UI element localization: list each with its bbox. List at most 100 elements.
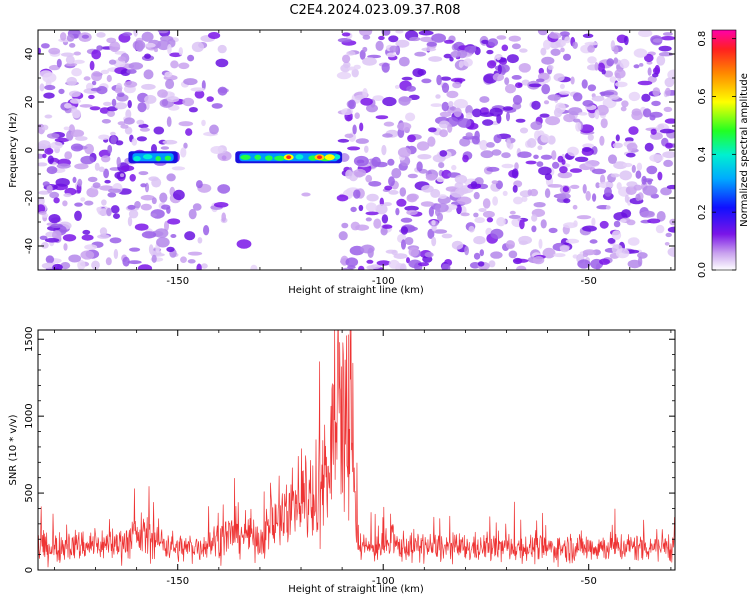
heatmap-cell bbox=[183, 78, 198, 86]
heatmap-cell bbox=[122, 256, 130, 267]
heatmap-cell bbox=[170, 60, 179, 69]
heatmap-cell bbox=[371, 156, 381, 167]
heatmap-cell bbox=[430, 188, 441, 198]
heatmap-cell bbox=[38, 162, 48, 167]
heatmap-cell bbox=[572, 204, 578, 210]
heatmap-cell bbox=[436, 176, 445, 183]
heatmap-cell bbox=[486, 142, 495, 148]
heatmap-cell bbox=[396, 198, 407, 207]
heatmap-cell bbox=[619, 170, 632, 181]
heatmap-cell bbox=[473, 252, 481, 260]
heatmap-cell bbox=[375, 115, 389, 120]
heatmap-cell bbox=[662, 32, 673, 36]
heatmap-cell bbox=[104, 179, 111, 184]
heatmap-cell bbox=[464, 245, 469, 256]
signal-band-cell bbox=[254, 154, 262, 160]
signal-band-cell bbox=[264, 155, 273, 161]
heatmap-cell bbox=[473, 191, 480, 200]
heatmap-cell bbox=[504, 77, 510, 85]
heatmap-cell bbox=[464, 45, 477, 53]
heatmap-cell bbox=[488, 260, 496, 268]
heatmap-cell bbox=[529, 188, 539, 197]
heatmap-cell bbox=[362, 46, 368, 53]
heatmap-cell bbox=[166, 246, 175, 252]
heatmap-cell bbox=[548, 227, 558, 234]
heatmap-cell bbox=[358, 265, 365, 270]
heatmap-cell bbox=[113, 213, 120, 220]
heatmap-cell bbox=[136, 119, 145, 125]
heatmap-cell bbox=[70, 143, 84, 152]
heatmap-cell bbox=[572, 41, 578, 49]
snr-x-axis-label: Height of straight line (km) bbox=[288, 584, 424, 595]
heatmap-cell bbox=[64, 151, 73, 160]
heatmap-cell bbox=[107, 144, 113, 154]
heatmap-cell bbox=[404, 205, 419, 211]
signal-band-cell bbox=[334, 154, 341, 160]
colorbar: 0.0 0.2 0.4 0.6 0.8 Normalized spectral ampl… bbox=[697, 29, 750, 278]
heatmap-cell bbox=[511, 43, 521, 50]
heatmap-cell bbox=[642, 108, 652, 118]
heatmap-cell bbox=[338, 231, 348, 241]
heatmap-cell bbox=[472, 108, 482, 118]
heatmap-cell bbox=[638, 30, 653, 38]
heatmap-cell bbox=[532, 256, 545, 265]
heatmap-cell bbox=[656, 211, 666, 222]
heatmap-cell bbox=[536, 161, 544, 167]
heatmap-cell bbox=[42, 181, 50, 187]
heatmap-cell bbox=[636, 162, 643, 171]
heatmap-cell bbox=[91, 260, 100, 270]
signal-band-cell bbox=[240, 154, 251, 160]
heatmap-cell bbox=[180, 147, 187, 158]
heatmap-cell bbox=[84, 200, 94, 206]
heatmap-cell bbox=[658, 52, 674, 57]
heatmap-cell bbox=[355, 138, 369, 144]
heatmap-cell bbox=[573, 220, 578, 227]
heatmap-cell bbox=[105, 257, 112, 266]
heatmap-cell bbox=[127, 100, 132, 109]
heatmap-cell bbox=[440, 76, 452, 81]
heatmap-cell bbox=[441, 82, 450, 94]
heatmap-cell bbox=[654, 64, 661, 75]
heatmap-cell bbox=[375, 40, 384, 52]
heatmap-cell bbox=[409, 36, 421, 42]
heatmap-cell bbox=[381, 144, 387, 156]
heatmap-cell bbox=[646, 165, 658, 175]
heatmap-cell bbox=[159, 192, 168, 203]
heatmap-cell bbox=[421, 78, 432, 84]
heatmap-cell bbox=[533, 154, 539, 159]
heatmap-cell bbox=[49, 191, 60, 199]
heatmap-cell bbox=[38, 204, 46, 214]
heatmap-cell bbox=[46, 166, 58, 175]
colorbar-tick-label: 0.0 bbox=[697, 262, 708, 278]
heatmap-cell bbox=[79, 104, 93, 108]
heatmap-cell bbox=[63, 243, 68, 251]
heatmap-cell bbox=[664, 118, 675, 124]
heatmap-cell bbox=[556, 163, 571, 168]
heatmap-cell bbox=[81, 34, 89, 39]
heatmap-cell bbox=[372, 95, 384, 101]
heatmap-cell bbox=[46, 184, 53, 194]
heatmap-cell bbox=[622, 162, 633, 168]
y-tick-label: -20 bbox=[24, 190, 35, 206]
heatmap-cell bbox=[469, 262, 481, 269]
colorbar-tick-label: 0.6 bbox=[697, 89, 708, 105]
heatmap-cell bbox=[128, 62, 144, 70]
heatmap-cell bbox=[400, 263, 407, 270]
heatmap-cell bbox=[492, 196, 498, 206]
heatmap-cell bbox=[157, 30, 169, 34]
heatmap-cell bbox=[384, 185, 393, 191]
heatmap-cell bbox=[99, 227, 108, 236]
y-tick-label: 0 bbox=[24, 567, 35, 573]
figure-title: C2E4.2024.023.09.37.R08 bbox=[289, 3, 460, 18]
heatmap-cell bbox=[417, 262, 430, 267]
heatmap-cell bbox=[382, 96, 397, 107]
snr-panel: -150 -100 -50 0 500 1000 1500 Height of strai… bbox=[8, 327, 676, 595]
heatmap-cell bbox=[129, 174, 136, 182]
heatmap-cell bbox=[449, 56, 454, 62]
heatmap-cell bbox=[368, 181, 382, 187]
heatmap-cell bbox=[50, 141, 63, 150]
heatmap-y-ticks: -40 -20 0 20 40 bbox=[24, 29, 675, 271]
heatmap-cell bbox=[90, 87, 102, 92]
y-tick-label: 0 bbox=[24, 147, 35, 153]
